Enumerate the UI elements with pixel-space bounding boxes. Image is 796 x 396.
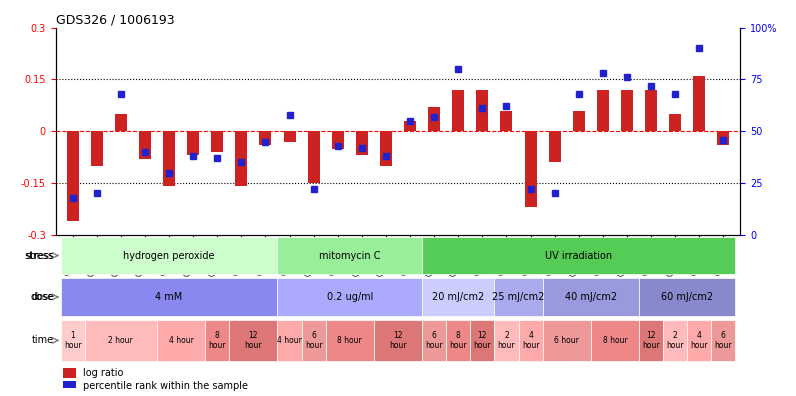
FancyBboxPatch shape	[205, 320, 229, 361]
Text: GDS326 / 1006193: GDS326 / 1006193	[56, 13, 174, 27]
FancyBboxPatch shape	[494, 320, 518, 361]
FancyBboxPatch shape	[84, 320, 157, 361]
Text: stress: stress	[25, 251, 54, 261]
Bar	[548, 131, 560, 162]
Bar	[332, 131, 344, 148]
Bar	[356, 131, 368, 156]
FancyBboxPatch shape	[157, 320, 205, 361]
Bar	[283, 131, 295, 142]
Text: 8
hour: 8 hour	[450, 331, 467, 350]
Text: 12
hour: 12 hour	[244, 331, 262, 350]
FancyBboxPatch shape	[422, 237, 736, 274]
Text: 4
hour: 4 hour	[690, 331, 708, 350]
Text: 12
hour: 12 hour	[389, 331, 407, 350]
Text: 8 hour: 8 hour	[338, 336, 362, 345]
Text: 6 hour: 6 hour	[554, 336, 579, 345]
Bar	[525, 131, 537, 207]
Text: time: time	[32, 335, 54, 345]
Text: 4 mM: 4 mM	[155, 292, 182, 302]
Bar	[597, 90, 609, 131]
Bar	[139, 131, 151, 159]
Text: stress: stress	[25, 251, 54, 261]
Text: 25 mJ/cm2: 25 mJ/cm2	[493, 292, 544, 302]
Bar	[115, 114, 127, 131]
Text: 6
hour: 6 hour	[715, 331, 732, 350]
Text: dose: dose	[31, 292, 54, 302]
Text: 1
hour: 1 hour	[64, 331, 81, 350]
FancyBboxPatch shape	[591, 320, 639, 361]
Bar	[380, 131, 392, 166]
Text: log ratio: log ratio	[83, 368, 123, 378]
Text: 4 hour: 4 hour	[169, 336, 193, 345]
Bar	[573, 110, 585, 131]
FancyBboxPatch shape	[543, 320, 591, 361]
FancyBboxPatch shape	[543, 278, 639, 316]
Bar	[501, 110, 513, 131]
Text: hydrogen peroxide: hydrogen peroxide	[123, 251, 215, 261]
Text: percentile rank within the sample: percentile rank within the sample	[83, 381, 248, 390]
Bar	[259, 131, 271, 145]
Bar	[187, 131, 199, 156]
Text: 4 hour: 4 hour	[277, 336, 302, 345]
Bar	[236, 131, 248, 187]
Text: 6
hour: 6 hour	[425, 331, 443, 350]
Bar	[67, 131, 79, 221]
Text: 12
hour: 12 hour	[642, 331, 660, 350]
Text: 2
hour: 2 hour	[498, 331, 515, 350]
Text: mitomycin C: mitomycin C	[319, 251, 380, 261]
FancyBboxPatch shape	[639, 320, 663, 361]
Bar	[163, 131, 175, 187]
Text: UV irradiation: UV irradiation	[545, 251, 612, 261]
FancyBboxPatch shape	[374, 320, 422, 361]
FancyBboxPatch shape	[518, 320, 543, 361]
Text: 60 mJ/cm2: 60 mJ/cm2	[661, 292, 713, 302]
Text: 4
hour: 4 hour	[521, 331, 540, 350]
FancyBboxPatch shape	[60, 278, 278, 316]
Bar	[621, 90, 633, 131]
Text: dose: dose	[31, 292, 54, 302]
Text: 6
hour: 6 hour	[305, 331, 322, 350]
Text: 40 mJ/cm2: 40 mJ/cm2	[565, 292, 617, 302]
FancyBboxPatch shape	[326, 320, 374, 361]
FancyBboxPatch shape	[663, 320, 687, 361]
Bar	[452, 90, 464, 131]
FancyBboxPatch shape	[302, 320, 326, 361]
FancyBboxPatch shape	[494, 278, 543, 316]
FancyBboxPatch shape	[229, 320, 278, 361]
Text: 20 mJ/cm2: 20 mJ/cm2	[432, 292, 485, 302]
Bar	[717, 131, 729, 145]
Bar	[428, 107, 440, 131]
FancyBboxPatch shape	[278, 237, 422, 274]
FancyBboxPatch shape	[60, 237, 278, 274]
Text: 0.2 ug/ml: 0.2 ug/ml	[326, 292, 373, 302]
Text: 2
hour: 2 hour	[666, 331, 684, 350]
FancyBboxPatch shape	[422, 278, 494, 316]
Bar	[307, 131, 320, 183]
FancyBboxPatch shape	[639, 278, 736, 316]
FancyBboxPatch shape	[687, 320, 712, 361]
Bar	[404, 121, 416, 131]
Bar	[645, 90, 657, 131]
Bar	[476, 90, 489, 131]
Text: 2 hour: 2 hour	[108, 336, 133, 345]
FancyBboxPatch shape	[278, 278, 422, 316]
FancyBboxPatch shape	[60, 320, 84, 361]
FancyBboxPatch shape	[470, 320, 494, 361]
Bar	[63, 368, 76, 378]
Bar	[91, 131, 103, 166]
Bar	[669, 114, 681, 131]
Bar	[63, 381, 76, 390]
Bar	[211, 131, 223, 152]
FancyBboxPatch shape	[447, 320, 470, 361]
Text: 8
hour: 8 hour	[209, 331, 226, 350]
FancyBboxPatch shape	[712, 320, 736, 361]
Text: 12
hour: 12 hour	[474, 331, 491, 350]
Text: 8 hour: 8 hour	[603, 336, 627, 345]
Bar	[693, 76, 705, 131]
FancyBboxPatch shape	[278, 320, 302, 361]
FancyBboxPatch shape	[422, 320, 447, 361]
